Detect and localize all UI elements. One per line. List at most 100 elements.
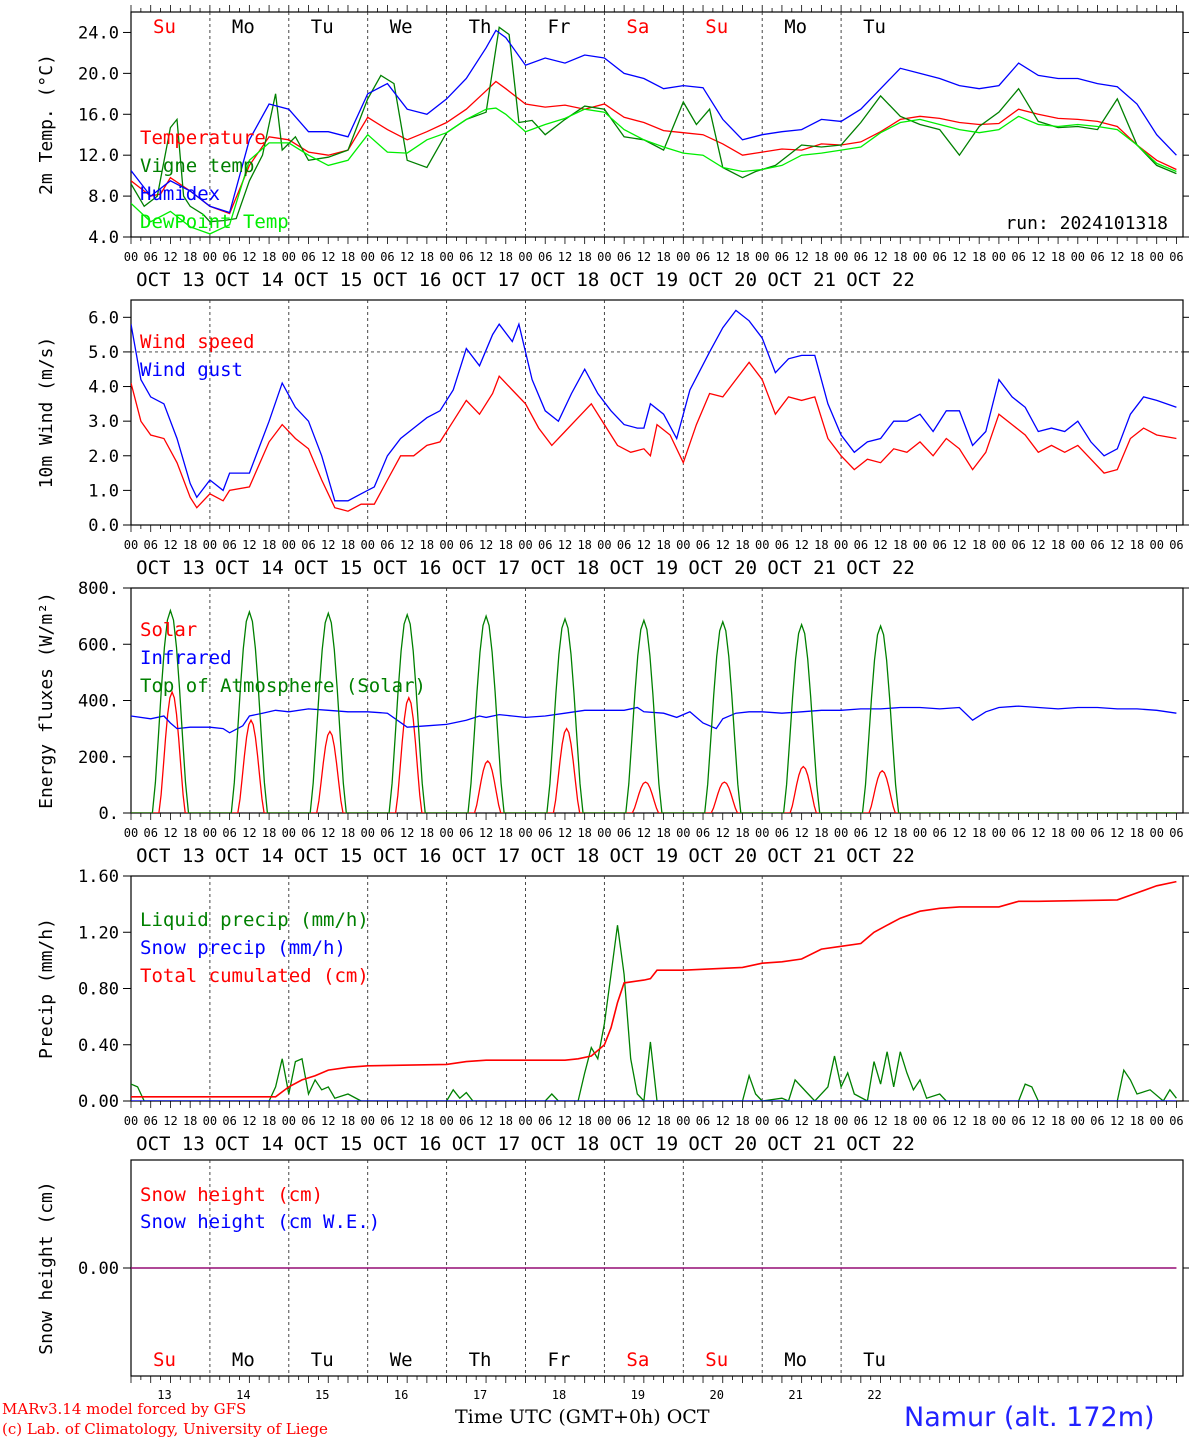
date-label: OCT 14 [215, 1133, 284, 1155]
y-axis-label: Snow height (cm) [36, 1181, 57, 1354]
y-tick-label: 200. [78, 748, 119, 768]
hour-label: 06 [1011, 1114, 1025, 1128]
hour-label: 00 [676, 1114, 690, 1128]
hour-label: 06 [222, 250, 236, 264]
y-tick-label: 0. [99, 804, 119, 824]
date-label: OCT 17 [452, 1133, 521, 1155]
hour-label: 06 [143, 1114, 157, 1128]
hour-label: 06 [538, 250, 552, 264]
hour-label: 12 [1031, 1114, 1045, 1128]
hour-label: 00 [203, 1114, 217, 1128]
series-line [131, 608, 1177, 813]
legend-entry: Wind gust [140, 359, 243, 381]
hour-label: 12 [716, 538, 730, 552]
hour-label: 18 [499, 826, 513, 840]
day-number: 15 [315, 1388, 329, 1402]
hour-label: 12 [637, 1114, 651, 1128]
day-number: 16 [394, 1388, 408, 1402]
weekday-label: Su [705, 16, 728, 38]
hour-label: 06 [301, 826, 315, 840]
y-tick-label: 0.40 [78, 1036, 119, 1056]
hour-label: 06 [538, 538, 552, 552]
hour-label: 12 [952, 1114, 966, 1128]
date-label: OCT 17 [452, 557, 521, 579]
hour-label: 12 [321, 538, 335, 552]
date-label: OCT 16 [373, 269, 442, 291]
hour-label: 00 [124, 1114, 138, 1128]
hour-label: 18 [1130, 250, 1144, 264]
weekday-label: Tu [863, 1349, 886, 1371]
date-label: OCT 14 [215, 269, 284, 291]
date-label: OCT 17 [452, 845, 521, 867]
y-tick-label: 600. [78, 635, 119, 655]
hour-label: 06 [143, 826, 157, 840]
date-label: OCT 16 [373, 845, 442, 867]
hour-label: 18 [499, 1114, 513, 1128]
hour-label: 18 [1051, 538, 1065, 552]
weekday-label: We [390, 1349, 413, 1371]
legend-entry: Vigne temp [140, 155, 254, 177]
hour-label: 12 [400, 538, 414, 552]
hour-label: 06 [1011, 538, 1025, 552]
hour-label: 12 [952, 538, 966, 552]
day-number: 17 [473, 1388, 487, 1402]
hour-label: 18 [1051, 1114, 1065, 1128]
hour-label: 18 [814, 250, 828, 264]
plot-frame [130, 299, 1184, 526]
hour-label: 06 [459, 826, 473, 840]
hour-label: 18 [735, 250, 749, 264]
weekday-label: Su [153, 16, 176, 38]
date-label: OCT 18 [531, 845, 600, 867]
hour-label: 18 [893, 1114, 907, 1128]
date-label: OCT 21 [767, 1133, 836, 1155]
hour-label: 06 [222, 538, 236, 552]
hour-label: 00 [834, 1114, 848, 1128]
hour-label: 06 [775, 538, 789, 552]
hour-label: 12 [952, 250, 966, 264]
hour-label: 18 [735, 826, 749, 840]
hour-label: 18 [499, 250, 513, 264]
hour-label: 06 [301, 538, 315, 552]
panel-1: 4.0 8.0 12.0 16.0 20.0 24.0 2m Temp. (°C) 00 06 1… [36, 5, 1189, 291]
y-tick-label: 0.00 [78, 1092, 119, 1112]
date-label: OCT 14 [215, 845, 284, 867]
hour-label: 00 [992, 538, 1006, 552]
hour-label: 12 [794, 1114, 808, 1128]
hour-label: 06 [775, 826, 789, 840]
y-tick-label: 0.00 [78, 1259, 119, 1279]
hour-label: 00 [992, 1114, 1006, 1128]
y-axis-label: Precip (mm/h) [36, 918, 57, 1059]
hour-label: 12 [242, 1114, 256, 1128]
plot-frame [130, 11, 1184, 238]
hour-label: 00 [518, 538, 532, 552]
hour-label: 12 [400, 1114, 414, 1128]
hour-label: 12 [794, 250, 808, 264]
date-label: OCT 18 [531, 269, 600, 291]
hour-label: 06 [775, 250, 789, 264]
y-tick-label: 1.60 [78, 867, 119, 887]
hour-label: 18 [1051, 826, 1065, 840]
hour-label: 06 [143, 250, 157, 264]
hour-label: 12 [1110, 826, 1124, 840]
hour-label: 18 [893, 250, 907, 264]
hour-label: 06 [380, 1114, 394, 1128]
hour-label: 18 [814, 538, 828, 552]
hour-label: 06 [775, 1114, 789, 1128]
y-tick-label: 20.0 [78, 64, 119, 84]
hour-label: 00 [124, 826, 138, 840]
hour-label: 12 [163, 1114, 177, 1128]
hour-label: 12 [952, 826, 966, 840]
hour-label: 00 [913, 250, 927, 264]
date-label: OCT 13 [136, 1133, 205, 1155]
hour-label: 18 [262, 1114, 276, 1128]
hour-label: 12 [1110, 250, 1124, 264]
hour-label: 06 [932, 250, 946, 264]
hour-label: 06 [932, 1114, 946, 1128]
date-label: OCT 17 [452, 269, 521, 291]
hour-label: 18 [656, 250, 670, 264]
hour-label: 18 [656, 826, 670, 840]
hour-label: 18 [499, 538, 513, 552]
hour-label: 00 [518, 826, 532, 840]
weekday-label: Tu [311, 1349, 334, 1371]
day-number: 21 [788, 1388, 802, 1402]
